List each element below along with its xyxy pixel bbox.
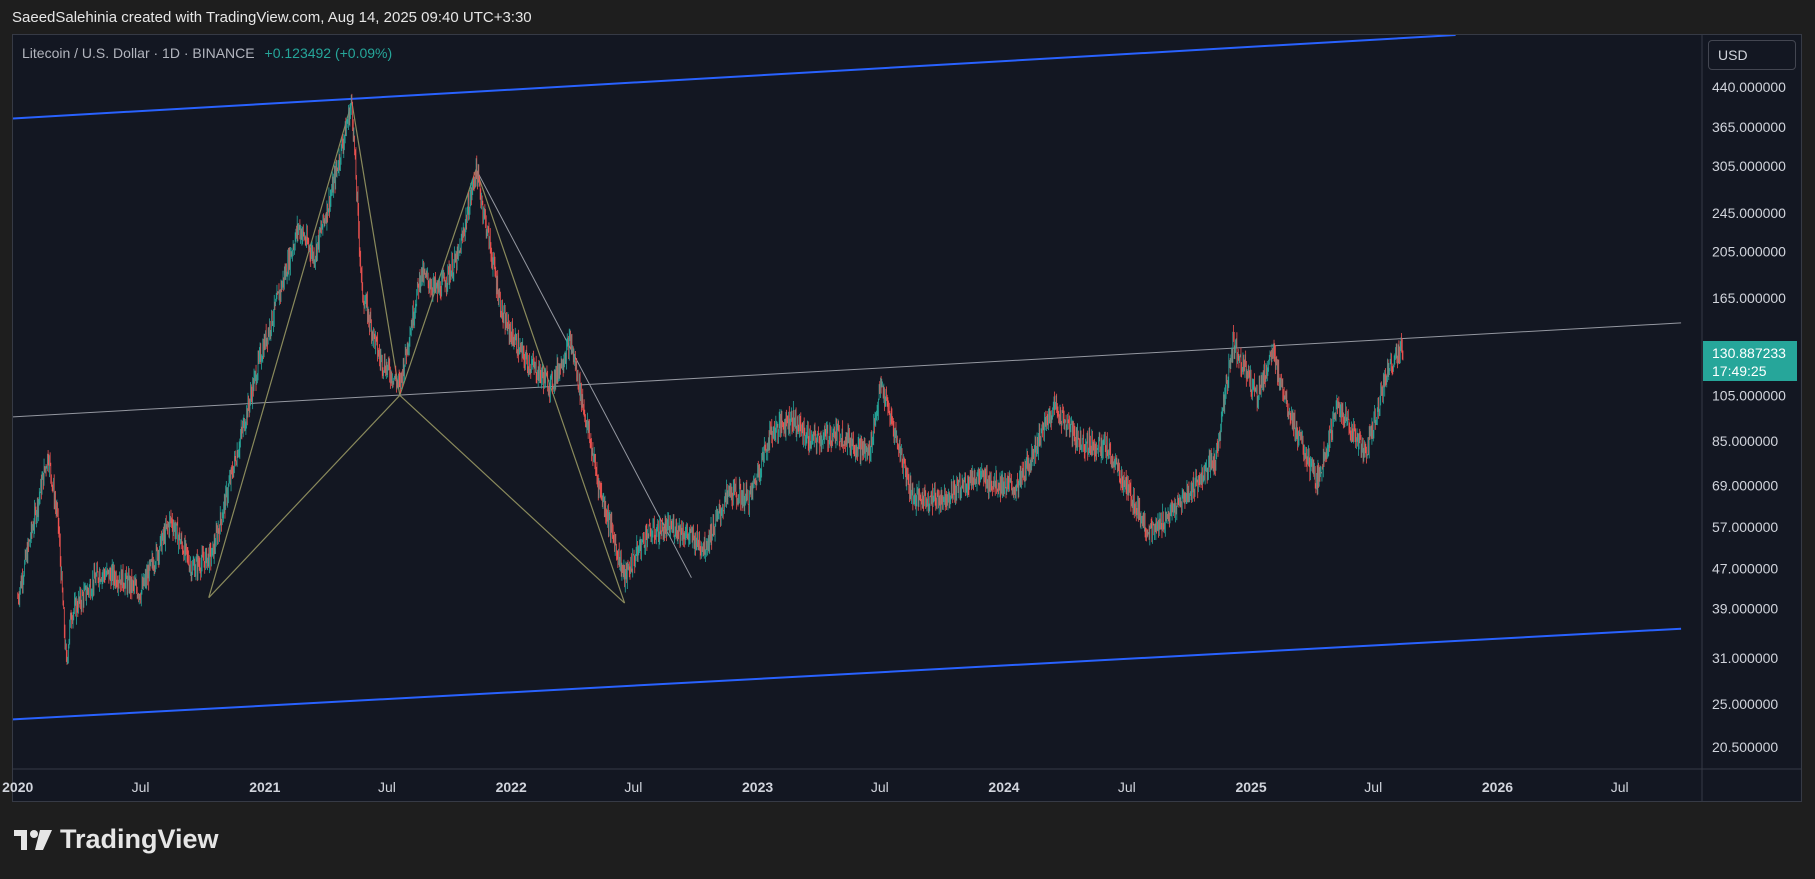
currency-button[interactable]: USD: [1708, 40, 1796, 70]
time-tick-label: Jul: [1118, 779, 1136, 795]
price-tick-label: 47.000000: [1712, 560, 1778, 576]
time-tick-label: 2023: [742, 779, 773, 795]
price-tick-label: 365.000000: [1712, 119, 1786, 135]
price-change: +0.123492 (+0.09%): [264, 45, 393, 61]
horizontal-trendline[interactable]: [13, 322, 1682, 418]
harmonic-pattern-leg[interactable]: [399, 394, 626, 604]
brand-name: TradingView: [60, 824, 219, 854]
price-tick-label: 39.000000: [1712, 600, 1778, 616]
price-tick-label: 245.000000: [1712, 205, 1786, 221]
price-tick-label: 20.500000: [1712, 739, 1778, 755]
price-tick-label: 305.000000: [1712, 158, 1786, 174]
time-tick-label: 2022: [496, 779, 527, 795]
last-price-label: 130.887233 17:49:25: [1703, 341, 1797, 381]
time-tick-label: Jul: [871, 779, 889, 795]
chart-frame[interactable]: [12, 34, 1802, 802]
harmonic-pattern-leg[interactable]: [208, 394, 401, 599]
price-tick-label: 440.000000: [1712, 79, 1786, 95]
time-tick-label: 2024: [988, 779, 1019, 795]
time-tick-label: 2025: [1235, 779, 1266, 795]
tradingview-logo-icon: [14, 829, 52, 850]
price-tick-label: 165.000000: [1712, 290, 1786, 306]
harmonic-pattern-leg[interactable]: [351, 102, 401, 396]
price-tick-label: 31.000000: [1712, 650, 1778, 666]
time-tick-label: 2026: [1482, 779, 1513, 795]
time-tick-label: Jul: [132, 779, 150, 795]
harmonic-pattern-leg[interactable]: [208, 101, 353, 598]
time-tick-label: Jul: [624, 779, 642, 795]
time-tick-label: Jul: [1611, 779, 1629, 795]
symbol-title: Litecoin / U.S. Dollar · 1D · BINANCE: [22, 45, 255, 61]
price-tick-label: 69.000000: [1712, 478, 1778, 494]
price-tick-label: 85.000000: [1712, 433, 1778, 449]
price-tick-label: 205.000000: [1712, 243, 1786, 259]
time-tick-label: Jul: [1364, 779, 1382, 795]
channel-lower-line[interactable]: [13, 627, 1682, 721]
time-tick-label: Jul: [378, 779, 396, 795]
tradingview-brand[interactable]: TradingView: [14, 824, 219, 855]
price-tick-label: 57.000000: [1712, 519, 1778, 535]
time-tick-label: 2021: [249, 779, 280, 795]
price-tick-label: 25.000000: [1712, 696, 1778, 712]
chart-attribution: SaeedSalehinia created with TradingView.…: [12, 9, 532, 26]
symbol-legend[interactable]: Litecoin / U.S. Dollar · 1D · BINANCE +0…: [22, 45, 392, 61]
downtrend-line[interactable]: [475, 169, 692, 578]
price-tick-label: 105.000000: [1712, 387, 1786, 403]
last-price-value: 130.887233: [1712, 345, 1786, 361]
time-tick-label: 2020: [2, 779, 33, 795]
channel-upper-line[interactable]: [13, 35, 1456, 120]
bar-countdown: 17:49:25: [1712, 363, 1767, 379]
